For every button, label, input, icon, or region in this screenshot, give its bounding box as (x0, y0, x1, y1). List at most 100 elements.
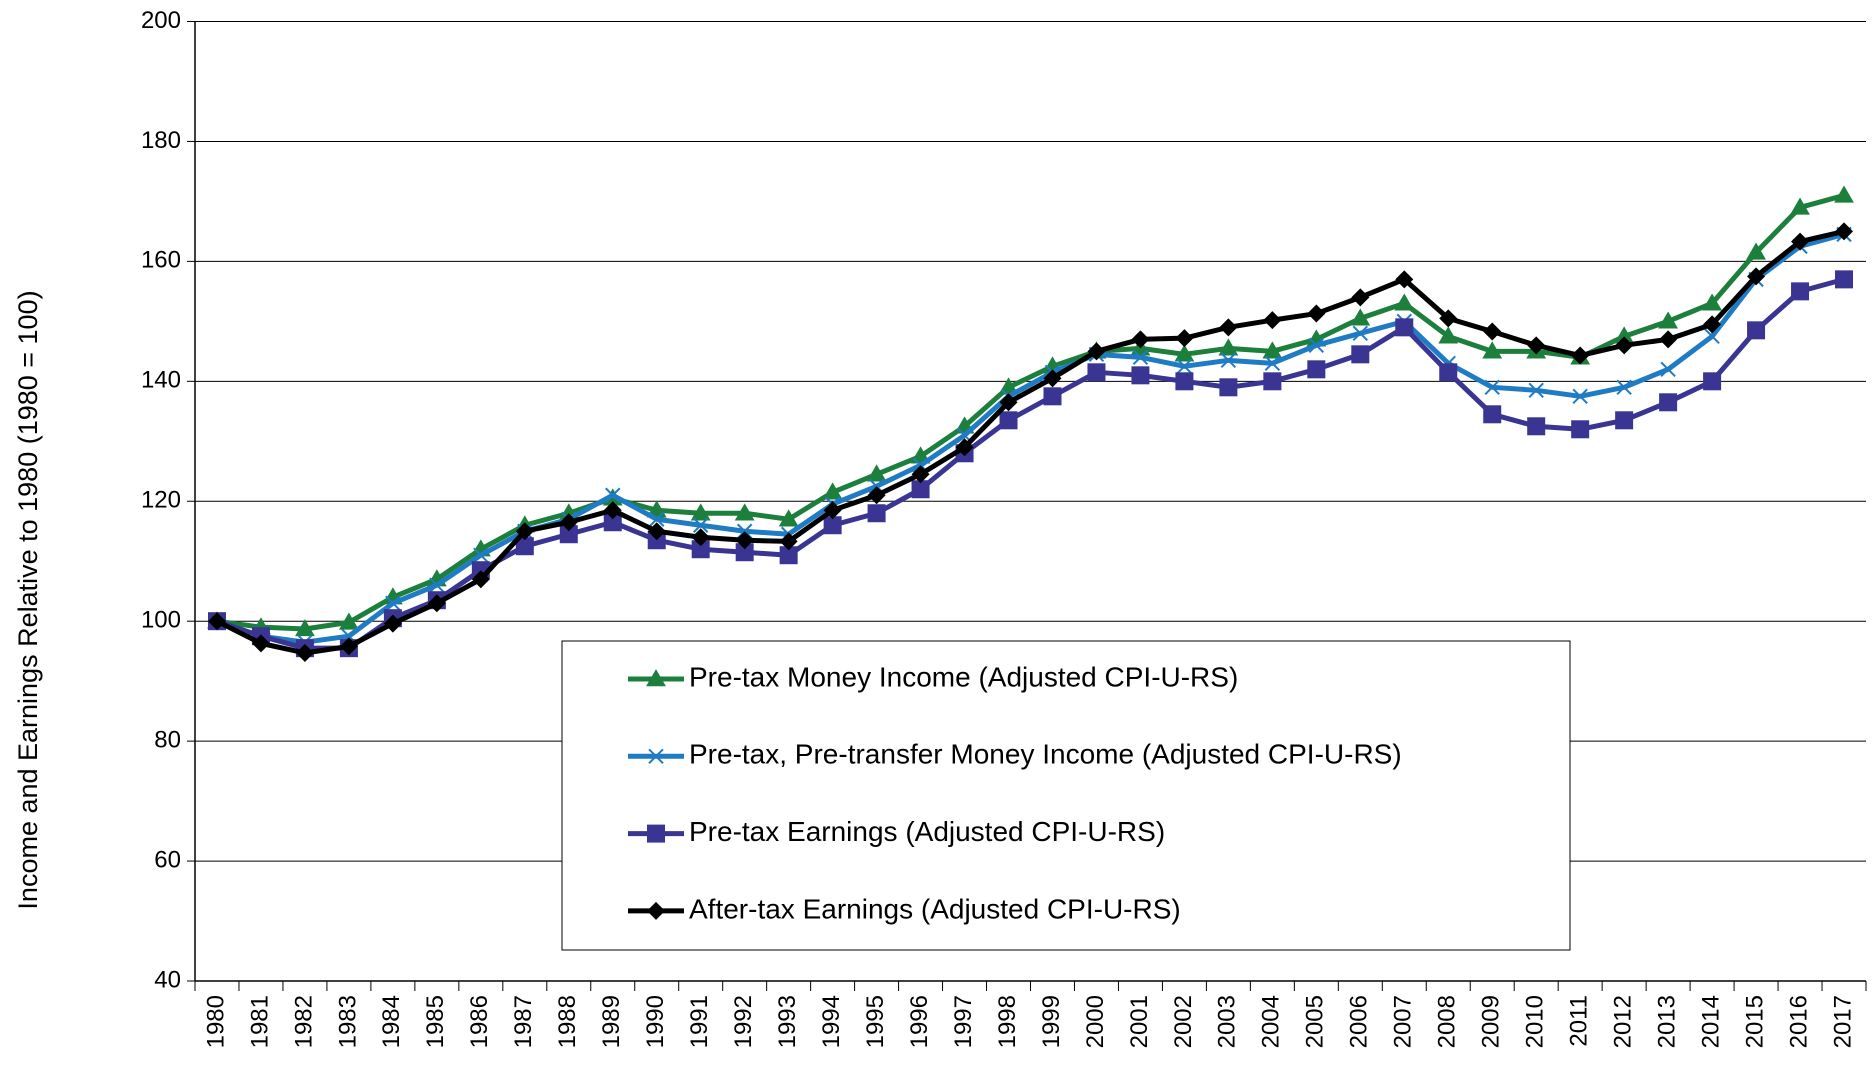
marker (1174, 344, 1195, 362)
legend-box (561, 640, 1571, 951)
x-tick-label: 1983 (334, 995, 361, 1048)
marker (1263, 372, 1282, 391)
marker (1307, 304, 1326, 323)
marker (471, 570, 490, 589)
marker (911, 480, 930, 499)
x-tick-label: 1987 (510, 995, 537, 1048)
legend-label: Pre-tax Earnings (Adjusted CPI-U-RS) (689, 816, 1165, 847)
marker (1571, 420, 1590, 439)
marker (1351, 345, 1370, 364)
marker (955, 438, 974, 457)
x-tick-label: 1997 (950, 995, 977, 1048)
marker (1571, 346, 1590, 365)
marker (1395, 270, 1414, 289)
x-tick-label: 2009 (1478, 995, 1505, 1048)
x-tick-label: 1993 (774, 995, 801, 1048)
marker (649, 511, 665, 527)
legend-label: Pre-tax Money Income (Adjusted CPI-U-RS) (689, 661, 1238, 692)
marker (1747, 267, 1766, 286)
marker (1835, 270, 1854, 289)
marker (1615, 336, 1634, 355)
marker (1790, 197, 1810, 215)
marker (647, 901, 665, 920)
marker (691, 540, 710, 559)
marker (735, 531, 754, 550)
marker (473, 547, 489, 563)
x-tick-label: 1982 (290, 995, 317, 1048)
marker (1439, 309, 1458, 328)
marker (734, 503, 755, 521)
series-line (215, 228, 1845, 656)
marker (1350, 308, 1371, 326)
marker (1131, 330, 1150, 349)
marker (383, 614, 402, 633)
marker (1660, 361, 1676, 378)
x-tick-label: 2001 (1126, 995, 1153, 1048)
marker (999, 411, 1018, 430)
marker (251, 634, 270, 653)
x-tick-label: 1995 (862, 995, 889, 1048)
x-tick-label: 2014 (1697, 995, 1724, 1048)
x-tick-label: 2016 (1785, 995, 1812, 1048)
marker (1438, 326, 1459, 344)
x-tick-label: 2008 (1434, 995, 1461, 1048)
marker (911, 465, 930, 484)
marker (1614, 326, 1635, 344)
marker (339, 637, 358, 656)
marker (822, 482, 843, 500)
marker (1659, 393, 1678, 412)
series-line (216, 276, 1845, 651)
marker (1395, 318, 1414, 337)
marker (691, 528, 710, 547)
x-tick-label: 1994 (818, 995, 845, 1048)
y-tick-label: 140 (141, 367, 181, 394)
marker (1484, 379, 1500, 396)
marker (1175, 372, 1194, 391)
x-tick-label: 2007 (1390, 995, 1417, 1048)
marker (1175, 329, 1194, 348)
marker (646, 669, 666, 687)
x-tick-label: 2006 (1346, 995, 1373, 1048)
x-tick-label: 2013 (1653, 995, 1680, 1048)
marker (823, 501, 842, 520)
marker (1439, 363, 1458, 382)
marker (1528, 382, 1544, 399)
marker (515, 537, 534, 556)
marker (1704, 328, 1720, 345)
marker (1219, 318, 1238, 337)
marker (1616, 379, 1632, 396)
legend-label: Pre-tax, Pre-transfer Money Income (Adju… (689, 739, 1402, 770)
x-tick-label: 2003 (1214, 995, 1241, 1048)
x-tick-label: 2000 (1082, 995, 1109, 1048)
x-tick-label: 1986 (466, 995, 493, 1048)
marker (1307, 360, 1326, 379)
marker (690, 503, 711, 521)
marker (647, 824, 665, 843)
marker (1132, 349, 1149, 366)
marker (1615, 411, 1634, 430)
marker (1483, 322, 1502, 341)
marker (779, 532, 798, 551)
marker (559, 525, 578, 544)
marker (1220, 352, 1237, 369)
marker (1835, 222, 1854, 241)
marker (779, 546, 798, 565)
marker (648, 748, 664, 765)
x-tick-label: 2002 (1170, 995, 1197, 1048)
marker (1527, 336, 1546, 355)
marker (603, 513, 622, 532)
marker (1351, 288, 1370, 307)
marker (1702, 293, 1722, 311)
x-tick-label: 1988 (554, 995, 581, 1048)
x-tick-label: 1990 (642, 995, 669, 1048)
x-tick-label: 1989 (598, 995, 625, 1048)
marker (385, 595, 401, 611)
marker (1043, 387, 1062, 406)
x-tick-label: 1980 (202, 995, 229, 1048)
x-tick-label: 1981 (246, 995, 273, 1048)
x-tick-label: 2005 (1302, 995, 1329, 1048)
marker (735, 543, 754, 562)
marker (1834, 185, 1854, 203)
x-tick-label: 1998 (994, 995, 1021, 1048)
x-tick-label: 2012 (1609, 995, 1636, 1048)
